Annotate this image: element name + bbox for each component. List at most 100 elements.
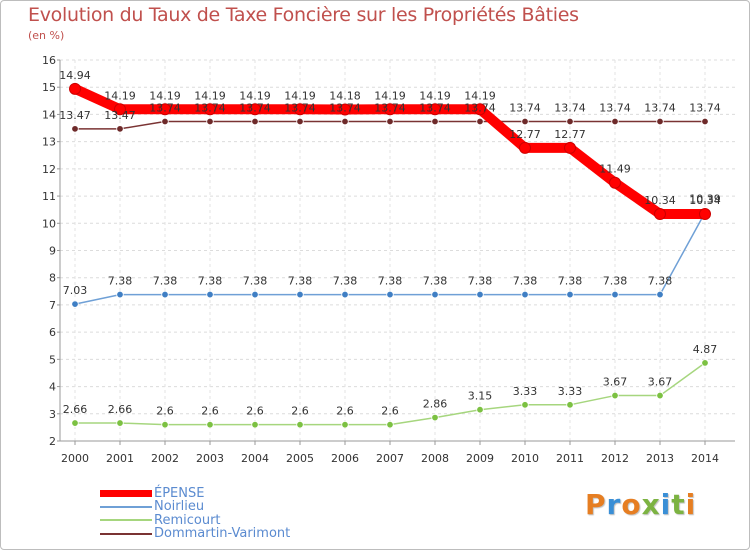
data-label: 13.74 xyxy=(374,102,406,115)
y-tick-label: 13 xyxy=(42,136,56,149)
data-point xyxy=(701,359,709,367)
data-point xyxy=(566,401,574,409)
data-point xyxy=(71,300,79,308)
y-tick-label: 14 xyxy=(42,108,56,121)
data-point xyxy=(249,103,261,116)
data-point xyxy=(609,176,621,189)
legend-label: Noirlieu xyxy=(154,499,205,514)
legend-swatch xyxy=(100,532,152,535)
x-tick-label: 2000 xyxy=(61,452,89,465)
data-label: 3.33 xyxy=(513,385,538,398)
data-label: 2.6 xyxy=(381,405,399,418)
data-point xyxy=(699,208,711,221)
data-label: 14.19 xyxy=(149,89,181,102)
data-label: 13.74 xyxy=(239,102,271,115)
x-tick-label: 2002 xyxy=(151,452,179,465)
data-label: 14.94 xyxy=(59,69,91,82)
data-point xyxy=(386,117,394,126)
legend-item: Noirlieu xyxy=(100,499,205,514)
data-point xyxy=(341,420,349,429)
data-label: 14.18 xyxy=(329,90,361,103)
data-point xyxy=(656,117,664,126)
y-tick-label: 8 xyxy=(49,272,56,285)
data-label: 14.19 xyxy=(239,89,271,102)
data-label: 14.19 xyxy=(374,89,406,102)
data-point xyxy=(206,290,214,299)
data-label: 2.6 xyxy=(336,405,354,418)
data-label: 10.39 xyxy=(689,193,721,206)
x-tick-label: 2004 xyxy=(241,452,269,465)
y-tick-label: 6 xyxy=(49,326,56,339)
y-tick-label: 11 xyxy=(42,190,56,203)
data-label: 13.74 xyxy=(644,102,676,115)
data-point xyxy=(521,290,529,299)
data-point xyxy=(386,420,394,429)
data-point xyxy=(564,141,576,154)
y-tick-label: 2 xyxy=(49,435,56,448)
data-label: 7.38 xyxy=(603,275,628,288)
legend-label: ÉPENSE xyxy=(154,485,205,501)
x-tick-label: 2003 xyxy=(196,452,224,465)
y-tick-label: 3 xyxy=(49,408,56,421)
x-tick-label: 2006 xyxy=(331,452,359,465)
legend-label: Dommartin-Varimont xyxy=(154,526,291,541)
data-label: 13.74 xyxy=(419,102,451,115)
data-label: 13.74 xyxy=(554,102,586,115)
y-tick-label: 10 xyxy=(42,217,56,230)
data-point xyxy=(611,391,619,400)
x-tick-label: 2014 xyxy=(691,452,719,465)
data-label: 2.66 xyxy=(63,403,88,416)
data-label: 3.67 xyxy=(648,376,673,389)
data-point xyxy=(654,208,666,221)
data-label: 10.34 xyxy=(689,194,721,207)
data-point xyxy=(296,117,304,126)
data-point xyxy=(566,117,574,126)
x-tick-label: 2011 xyxy=(556,452,584,465)
data-label: 14.19 xyxy=(284,89,316,102)
y-tick-label: 12 xyxy=(42,163,56,176)
data-label: 7.38 xyxy=(423,275,448,288)
legend-swatch xyxy=(100,519,152,521)
data-point xyxy=(251,420,259,429)
x-tick-label: 2010 xyxy=(511,452,539,465)
data-point xyxy=(69,82,81,95)
data-label: 2.6 xyxy=(291,405,309,418)
x-tick-label: 2009 xyxy=(466,452,494,465)
data-point xyxy=(206,117,214,126)
data-point xyxy=(116,290,124,299)
data-label: 7.38 xyxy=(198,275,223,288)
data-label: 7.38 xyxy=(468,275,493,288)
data-point xyxy=(429,103,441,116)
data-label: 13.74 xyxy=(509,102,541,115)
chart-subtitle: (en %) xyxy=(28,29,65,42)
x-tick-label: 2008 xyxy=(421,452,449,465)
data-point xyxy=(476,290,484,299)
data-point xyxy=(474,103,486,116)
legend-swatch xyxy=(100,505,152,508)
data-point xyxy=(251,117,259,126)
data-point xyxy=(431,413,439,422)
y-tick-label: 7 xyxy=(49,299,56,312)
data-point xyxy=(161,117,169,126)
data-point xyxy=(204,103,216,116)
data-point xyxy=(116,125,124,133)
data-point xyxy=(521,401,529,409)
chart-title: Evolution du Taux de Taxe Foncière sur l… xyxy=(28,4,579,26)
data-point xyxy=(296,290,304,299)
data-label: 13.74 xyxy=(149,102,181,115)
legend-item: Remicourt xyxy=(100,512,221,528)
legend-item: ÉPENSE xyxy=(100,485,205,501)
data-point xyxy=(116,419,124,427)
data-label: 7.38 xyxy=(153,275,178,288)
data-label: 13.74 xyxy=(689,102,721,115)
data-point xyxy=(206,420,214,429)
data-label: 2.6 xyxy=(156,405,174,418)
data-point xyxy=(476,406,484,414)
legend-label: Remicourt xyxy=(154,512,221,528)
data-label: 7.38 xyxy=(288,275,313,288)
data-point xyxy=(341,290,349,299)
data-label: 7.38 xyxy=(108,275,133,288)
data-label: 2.6 xyxy=(201,405,219,418)
